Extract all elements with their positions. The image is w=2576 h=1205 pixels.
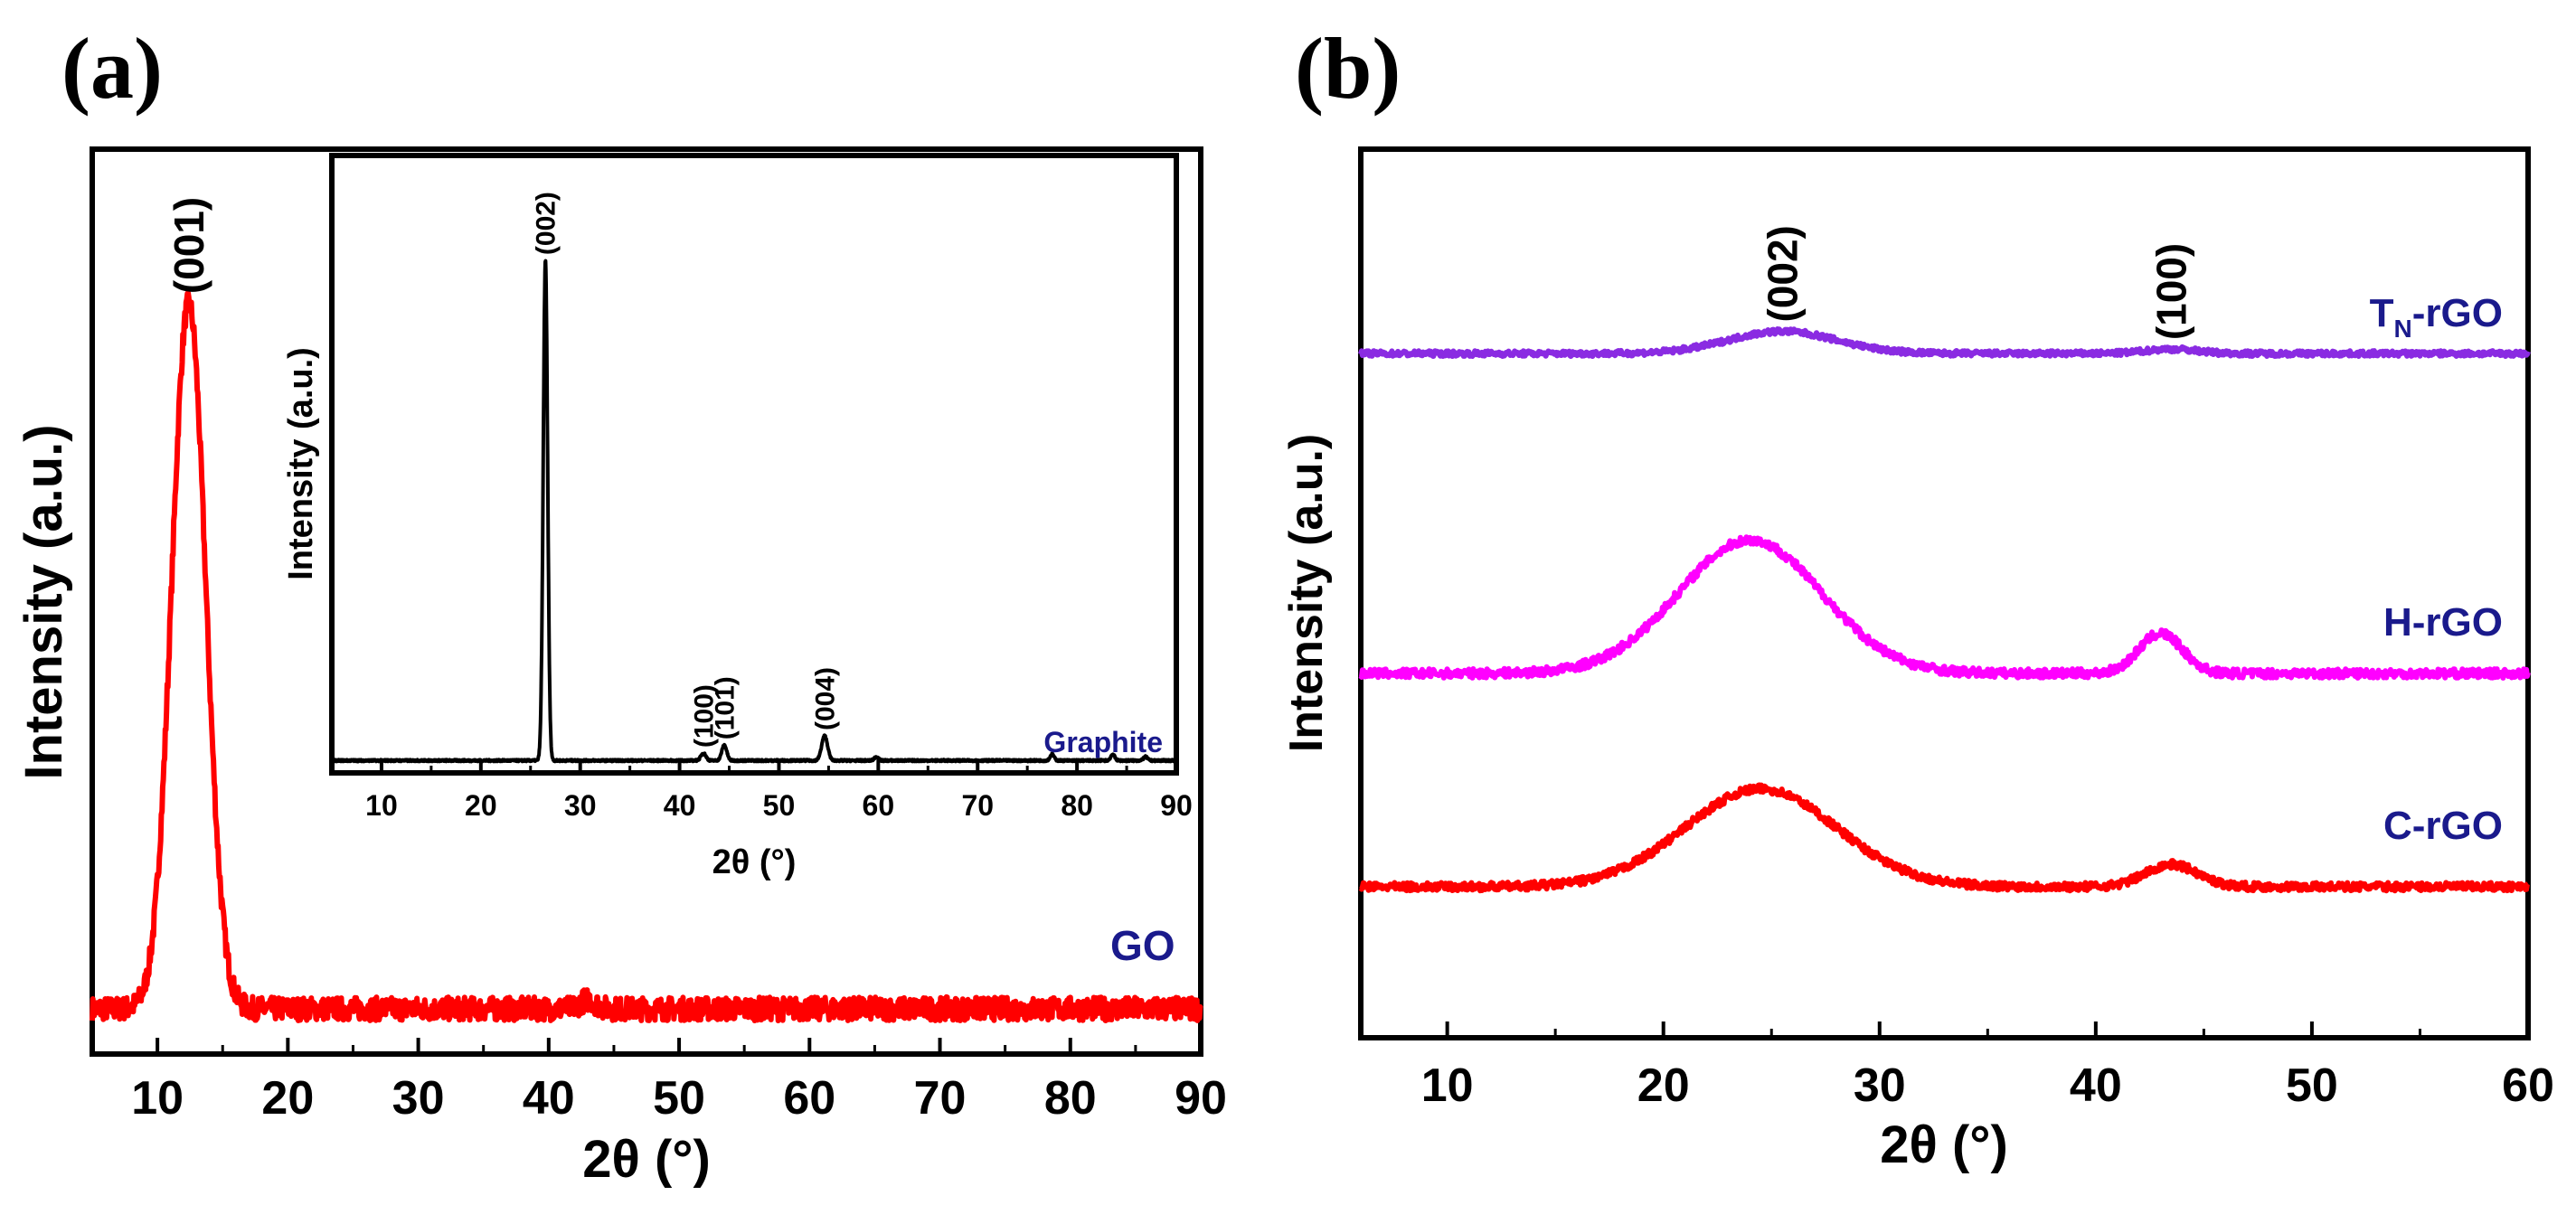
x-tick-label: 40	[2070, 1059, 2122, 1112]
x-tick-label: 50	[763, 789, 796, 822]
inset-y-axis-label: Intensity (a.u.)	[282, 347, 320, 580]
tn-rgo-label-rest: -rGO	[2412, 291, 2503, 335]
peak-label: (100)	[2148, 243, 2195, 340]
tn-rgo-pattern-line	[1358, 326, 2531, 359]
peak-label: (100)	[689, 684, 719, 748]
inset-peak-labels: (002) (100)(101) (004)	[532, 192, 841, 748]
x-tick-label: 30	[564, 789, 597, 822]
x-tick-label: 20	[465, 789, 497, 822]
x-tick-label: 70	[961, 789, 994, 822]
x-tick-label: 40	[523, 1072, 575, 1125]
inset-frame	[329, 153, 1179, 776]
x-tick-label: 60	[863, 789, 895, 822]
panel-a-y-axis-label: Intensity (a.u.)	[14, 424, 73, 779]
panel-a-main-plot: 10 20 30 40 50 60 70 80 90 (001) GO 2θ (°) Inten…	[14, 146, 1227, 1189]
h-rgo-pattern-line	[1358, 534, 2531, 681]
x-tick-label: 80	[1044, 1072, 1097, 1125]
peak-label: (004)	[811, 667, 841, 730]
peak-label: (101)	[711, 676, 741, 739]
panel-a-inset-plot: 10 20 30 40 50 60 70 80 90 (002)(100)(101) (004) …	[282, 153, 1193, 881]
x-tick-label: 10	[365, 789, 398, 822]
peak-label: (002)	[532, 192, 561, 255]
x-tick-label: 90	[1160, 789, 1193, 822]
tn-rgo-label-main: T	[2370, 291, 2394, 335]
graphite-sample-label: Graphite	[1043, 726, 1163, 758]
x-tick-label: 40	[664, 789, 696, 822]
panel-b-peak-labels: (002) (100)	[1759, 225, 2194, 340]
x-tick-label: 10	[1421, 1059, 1474, 1112]
x-tick-label: 50	[653, 1072, 705, 1125]
panel-b-y-axis-label: Intensity (a.u.)	[1280, 434, 1333, 752]
panel-b-main-plot: 10 20 30 40 50 60 (002) (100) TN-rGO H-rGO C-r…	[1280, 146, 2554, 1174]
x-tick-label: 80	[1061, 789, 1093, 822]
panel-b-pattern-lines	[1358, 326, 2531, 894]
panel-a-frame	[90, 146, 1203, 1057]
x-tick-label: 20	[1637, 1059, 1690, 1112]
tn-rgo-label-subscript: N	[2394, 315, 2412, 343]
x-tick-label: 30	[1854, 1059, 1906, 1112]
x-tick-label: 70	[914, 1072, 967, 1125]
panel-a-ticks: 10 20 30 40 50 60 70 80 90	[131, 1038, 1227, 1125]
go-pattern-line	[90, 289, 1203, 1023]
x-tick-label: 90	[1175, 1072, 1227, 1125]
h-rgo-sample-label: H-rGO	[2383, 600, 2503, 645]
x-tick-label: 30	[392, 1072, 445, 1125]
x-tick-label: 60	[2502, 1059, 2554, 1112]
tn-rgo-sample-label: TN-rGO	[2370, 291, 2503, 343]
panel-b-ticks: 10 20 30 40 50 60	[1421, 1021, 2554, 1112]
peak-label: (002)	[1759, 225, 1806, 322]
x-tick-label: 50	[2286, 1059, 2338, 1112]
panel-b-frame	[1358, 146, 2531, 1040]
x-tick-label: 10	[131, 1072, 184, 1125]
panel-a-peak-labels: (001)	[165, 197, 212, 294]
x-tick-label: 60	[783, 1072, 835, 1125]
peak-label: (001)	[165, 197, 212, 294]
c-rgo-pattern-line	[1358, 782, 2530, 894]
c-rgo-sample-label: C-rGO	[2383, 804, 2503, 848]
x-tick-label: 20	[261, 1072, 314, 1125]
panel-b-x-axis-label: 2θ (°)	[1880, 1116, 2008, 1174]
panel-b-label: (b)	[1295, 20, 1401, 117]
panel-a-label: (a)	[61, 20, 163, 117]
graphite-pattern-line	[330, 259, 1178, 764]
panel-a-x-axis-label: 2θ (°)	[582, 1130, 711, 1189]
inset-ticks: 10 20 30 40 50 60 70 80 90	[365, 760, 1193, 822]
inset-x-axis-label: 2θ (°)	[712, 843, 797, 881]
go-sample-label: GO	[1110, 922, 1175, 969]
